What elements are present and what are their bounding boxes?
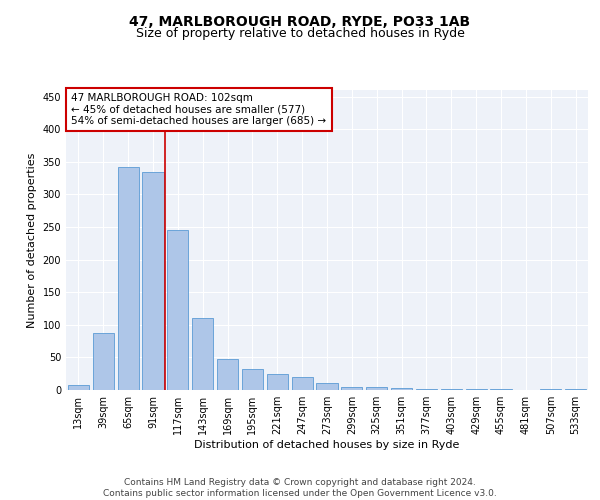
Bar [267, 374, 288, 390]
Bar [217, 358, 238, 390]
Bar [391, 388, 412, 390]
Bar [366, 388, 387, 390]
Bar [93, 332, 114, 390]
Text: 47, MARLBOROUGH ROAD, RYDE, PO33 1AB: 47, MARLBOROUGH ROAD, RYDE, PO33 1AB [130, 15, 470, 29]
Bar [416, 388, 437, 390]
Bar [118, 167, 139, 390]
Text: Size of property relative to detached houses in Ryde: Size of property relative to detached ho… [136, 28, 464, 40]
Text: Contains HM Land Registry data © Crown copyright and database right 2024.
Contai: Contains HM Land Registry data © Crown c… [103, 478, 497, 498]
Bar [292, 377, 313, 390]
Bar [142, 172, 164, 390]
Bar [242, 369, 263, 390]
Y-axis label: Number of detached properties: Number of detached properties [27, 152, 37, 328]
Text: 47 MARLBOROUGH ROAD: 102sqm
← 45% of detached houses are smaller (577)
54% of se: 47 MARLBOROUGH ROAD: 102sqm ← 45% of det… [71, 93, 326, 126]
Bar [341, 386, 362, 390]
Bar [68, 386, 89, 390]
Bar [192, 318, 213, 390]
Bar [167, 230, 188, 390]
Bar [316, 384, 338, 390]
X-axis label: Distribution of detached houses by size in Ryde: Distribution of detached houses by size … [194, 440, 460, 450]
